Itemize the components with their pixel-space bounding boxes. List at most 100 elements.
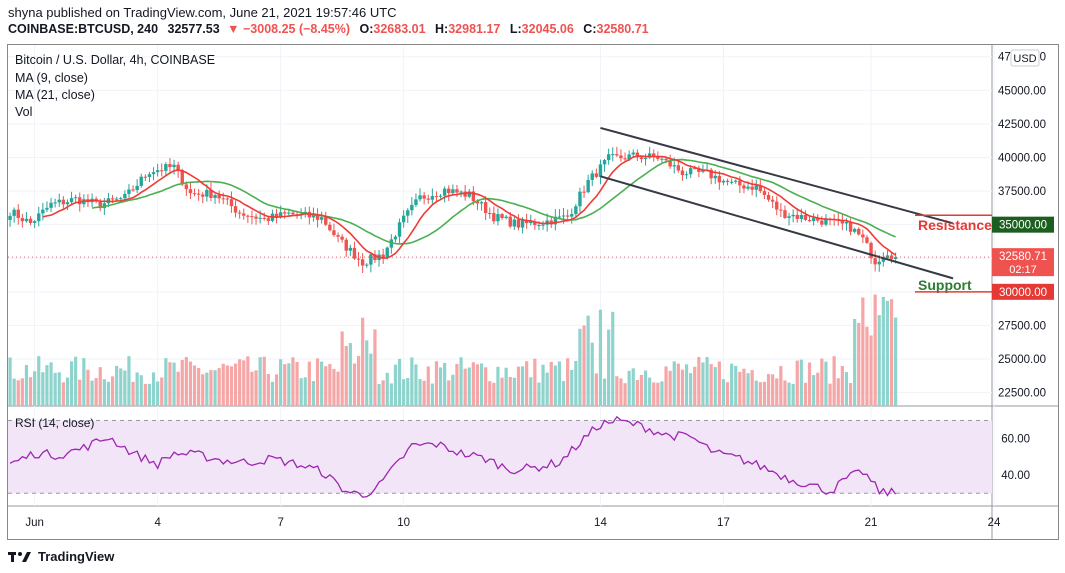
candle-body xyxy=(434,196,439,198)
volume-bar xyxy=(508,376,512,406)
candle-body xyxy=(41,209,45,214)
candle-body xyxy=(459,191,463,193)
volume-bar xyxy=(766,374,771,406)
support-price: 30000.00 xyxy=(999,287,1047,299)
volume-bar xyxy=(668,370,672,406)
volume-bar xyxy=(402,379,406,406)
volume-bar xyxy=(795,360,799,406)
candle-body xyxy=(807,219,812,222)
candle-body xyxy=(463,191,467,197)
volume-bar xyxy=(861,297,865,406)
volume-bar xyxy=(586,315,590,406)
volume-bar xyxy=(889,299,894,406)
candle-body xyxy=(160,170,164,172)
candle-body xyxy=(262,217,266,219)
candle-body xyxy=(430,196,435,200)
candle-body xyxy=(717,175,722,183)
volume-bar xyxy=(578,328,582,406)
volume-bar xyxy=(611,311,615,406)
candle-body xyxy=(65,202,70,205)
volume-bar xyxy=(61,382,65,406)
volume-bar xyxy=(648,377,652,406)
candle-body xyxy=(893,257,898,259)
volume-bar xyxy=(529,377,533,406)
candle-body xyxy=(688,168,693,175)
close-value: 32580.71 xyxy=(596,22,649,36)
volume-bar xyxy=(65,377,70,406)
candle-body xyxy=(803,214,808,220)
volume-bar xyxy=(459,357,463,406)
volume-bar xyxy=(619,378,623,406)
candle-body xyxy=(799,214,804,219)
volume-bar xyxy=(639,374,644,406)
open-value: 32683.01 xyxy=(373,22,426,36)
chart-svg[interactable]: 22500.0025000.0027500.0030000.0032500.00… xyxy=(0,44,1065,540)
candle-body xyxy=(631,152,635,155)
currency-badge-box xyxy=(1010,49,1040,67)
volume-bar xyxy=(86,369,90,406)
symbol: COINBASE:BTCUSD, 240 xyxy=(8,22,159,36)
volume-bar xyxy=(582,325,586,406)
candle-body xyxy=(123,193,127,199)
volume-bar xyxy=(742,368,746,406)
candle-body xyxy=(143,176,148,178)
candle-body xyxy=(852,228,857,232)
volume-bar xyxy=(479,363,484,406)
volume-bar xyxy=(660,381,664,406)
candle-body xyxy=(324,217,328,225)
volume-bar xyxy=(627,370,631,406)
candle-body xyxy=(787,216,791,218)
candle-body xyxy=(701,169,705,172)
volume-bar xyxy=(151,372,156,406)
candle-body xyxy=(611,154,615,156)
volume-bar xyxy=(885,300,890,406)
volume-bar xyxy=(242,360,246,406)
close-label: C: xyxy=(583,22,597,36)
volume-bar xyxy=(553,365,557,406)
volume-bar xyxy=(512,377,516,406)
candle-body xyxy=(729,181,734,183)
footer: TradingView xyxy=(8,546,114,566)
candle-body xyxy=(885,255,890,259)
volume-bar xyxy=(147,383,152,406)
volume-bar xyxy=(90,380,94,406)
volume-bar xyxy=(865,326,869,406)
volume-bar xyxy=(389,383,393,406)
volume-bar xyxy=(238,359,242,406)
volume-bar xyxy=(49,362,53,406)
rsi-tick-label: 60.00 xyxy=(1001,434,1030,446)
volume-bar xyxy=(233,363,238,406)
volume-bar xyxy=(246,356,250,406)
volume-bar xyxy=(623,383,627,406)
volume-bar xyxy=(28,377,33,406)
candle-body xyxy=(598,164,603,177)
candle-body xyxy=(237,212,242,214)
footer-brand: TradingView xyxy=(38,548,115,564)
overlay-labels: Bitcoin / U.S. Dollar, 4h, COINBASE MA (9… xyxy=(15,49,1054,430)
candle-body xyxy=(360,259,365,266)
candle-body xyxy=(16,209,20,219)
volume-bar xyxy=(373,329,377,406)
volume-bar xyxy=(853,318,857,406)
trendlines xyxy=(8,126,992,280)
candle-body xyxy=(824,218,828,225)
candle-body xyxy=(127,189,131,194)
rsi-line xyxy=(9,415,897,498)
candle-body xyxy=(45,207,49,210)
candle-body xyxy=(500,214,504,218)
candle-body xyxy=(24,218,29,222)
candle-body xyxy=(479,202,484,204)
price-tick-label: 25000.00 xyxy=(998,354,1046,366)
candle-body xyxy=(221,198,225,200)
price-tick-label: 37500.00 xyxy=(998,186,1046,198)
candle-body xyxy=(356,258,361,260)
volume-bar xyxy=(250,371,254,406)
volume-bar xyxy=(258,357,262,406)
ma21-line xyxy=(91,158,896,245)
volume-bar xyxy=(332,368,336,406)
candle-body xyxy=(697,168,701,172)
volume-bar xyxy=(418,379,422,406)
volume-bar xyxy=(279,359,283,406)
volume-bar xyxy=(771,374,775,406)
low-value: 32045.06 xyxy=(521,22,574,36)
